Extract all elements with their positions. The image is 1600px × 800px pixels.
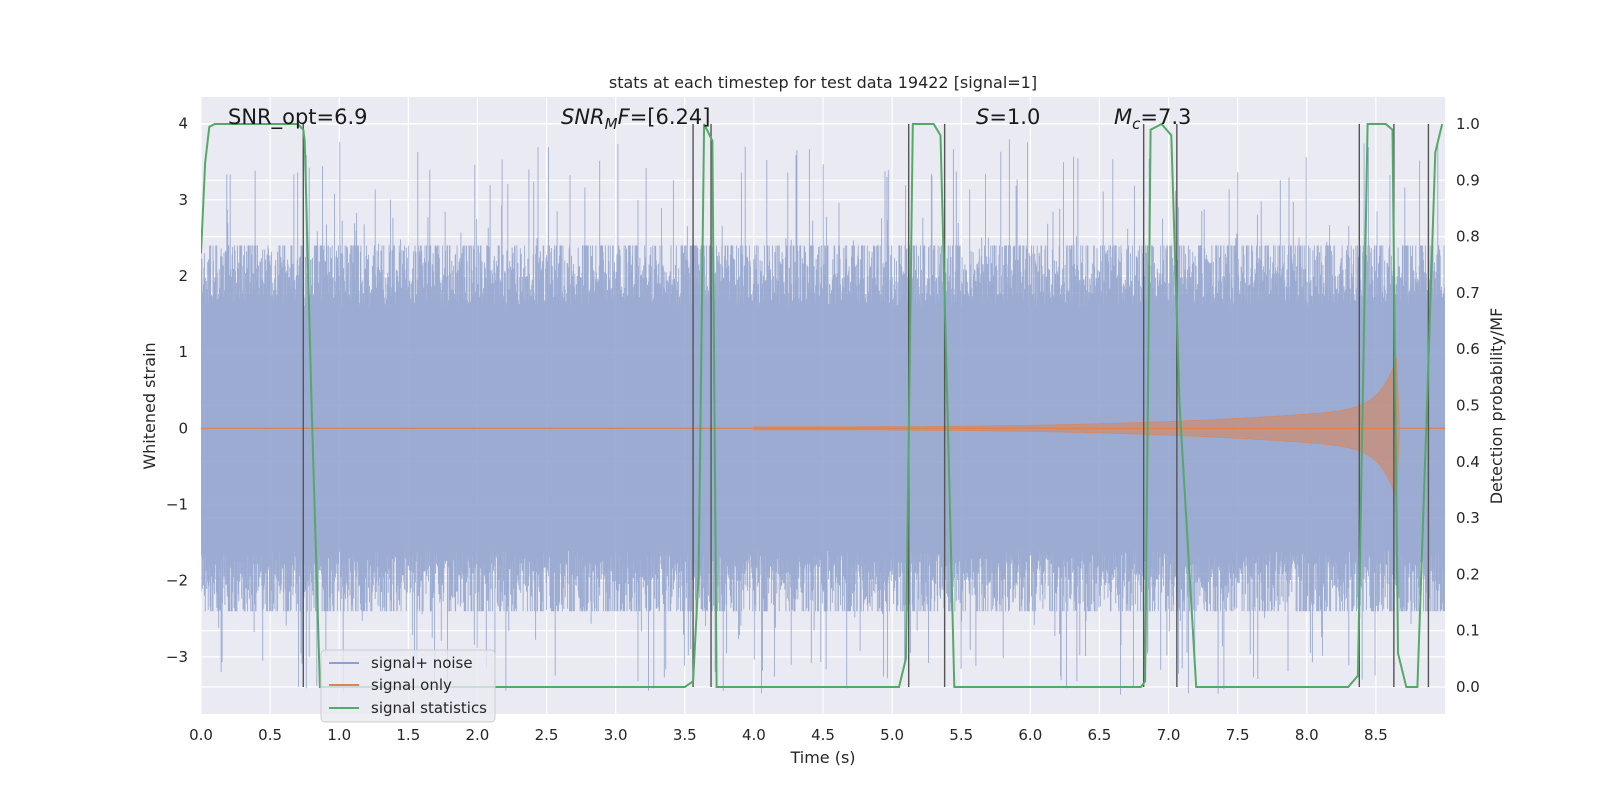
y2-tick-label: 0.0	[1456, 678, 1480, 696]
snr-mf-sub: M	[605, 115, 618, 133]
annotation-s: S=1.0	[976, 105, 1040, 129]
x-tick-label: 2.5	[535, 726, 559, 744]
x-tick-label: 8.0	[1295, 726, 1319, 744]
y-tick-labels: −3 −2 −1 0 1 2 3 4	[166, 115, 188, 666]
annotation-snr-opt: SNR_opt=6.9	[228, 105, 368, 130]
legend: signal+ noise signal only signal statist…	[320, 649, 496, 723]
y-tick-label: −1	[166, 496, 188, 514]
x-tick-label: 7.5	[1226, 726, 1250, 744]
legend-label-signal-noise: signal+ noise	[371, 654, 473, 672]
signal-only-line	[753, 357, 1400, 500]
s-value: =1.0	[989, 105, 1040, 129]
x-tick-label: 4.5	[811, 726, 835, 744]
y2-tick-label: 0.7	[1456, 284, 1480, 302]
x-tick-label: 7.0	[1157, 726, 1181, 744]
mc-sub: c	[1132, 115, 1141, 133]
y-axis-label: Whitened strain	[140, 342, 159, 469]
y-tick-label: 3	[178, 191, 188, 209]
chart-title: stats at each timestep for test data 194…	[609, 73, 1037, 92]
x-tick-label: 4.0	[742, 726, 766, 744]
y2-tick-label: 0.3	[1456, 509, 1480, 527]
snr-mf-main: SNR	[561, 105, 605, 129]
y-tick-label: 4	[178, 115, 188, 133]
y2-tick-label: 0.6	[1456, 340, 1480, 358]
y2-tick-label: 0.2	[1456, 565, 1480, 583]
y-tick-label: −2	[166, 572, 188, 590]
x-tick-label: 8.5	[1364, 726, 1388, 744]
series-signal-statistics	[201, 122, 1444, 688]
x-tick-label: 6.5	[1088, 726, 1112, 744]
y-tick-label: −3	[166, 648, 188, 666]
x-tick-label: 3.5	[673, 726, 697, 744]
y-tick-label: 0	[178, 419, 188, 437]
snr-mf-value: =[6.24]	[630, 105, 711, 129]
legend-label-signal-only: signal only	[371, 676, 452, 694]
x-tick-label: 2.0	[466, 726, 490, 744]
snr-mf-rest: F	[618, 105, 631, 129]
x-tick-labels: 0.0 0.5 1.0 1.5 2.0 2.5 3.0 3.5 4.0 4.5 5.0 5.5 6.0 6…	[189, 726, 1388, 744]
x-tick-label: 1.0	[327, 726, 351, 744]
annotation-snr-mf: SNRMF=[6.24]	[561, 105, 710, 133]
x-axis-label: Time (s)	[789, 748, 855, 767]
s-var: S	[976, 105, 989, 129]
x-tick-label: 5.0	[880, 726, 904, 744]
x-tick-label: 5.5	[949, 726, 973, 744]
legend-label-signal-statistics: signal statistics	[371, 699, 487, 717]
y2-tick-label: 0.8	[1456, 228, 1480, 246]
legend-box	[320, 649, 496, 723]
annotation-mc: Mc=7.3	[1114, 105, 1191, 133]
x-tick-label: 6.0	[1018, 726, 1042, 744]
series-signal-only	[201, 357, 1445, 500]
vertical-lines	[302, 124, 1430, 687]
mc-value: =7.3	[1140, 105, 1191, 129]
y-tick-label: 2	[178, 267, 188, 285]
signal-statistics-line	[201, 122, 1444, 688]
y2-tick-label: 0.5	[1456, 397, 1480, 415]
y2-tick-label: 0.9	[1456, 171, 1480, 189]
y2-tick-label: 0.4	[1456, 453, 1480, 471]
y2-tick-label: 1.0	[1456, 115, 1480, 133]
x-tick-label: 0.0	[189, 726, 213, 744]
y2-tick-labels: 0.0 0.1 0.2 0.3 0.4 0.5 0.6 0.7 0.8 0.9 1.0	[1456, 115, 1480, 696]
y2-axis-label: Detection probability/MF	[1487, 308, 1506, 505]
y-tick-label: 1	[178, 343, 188, 361]
x-tick-label: 1.5	[396, 726, 420, 744]
y2-tick-label: 0.1	[1456, 622, 1480, 640]
mc-var: M	[1114, 105, 1132, 129]
x-tick-label: 0.5	[258, 726, 282, 744]
x-tick-label: 3.0	[604, 726, 628, 744]
